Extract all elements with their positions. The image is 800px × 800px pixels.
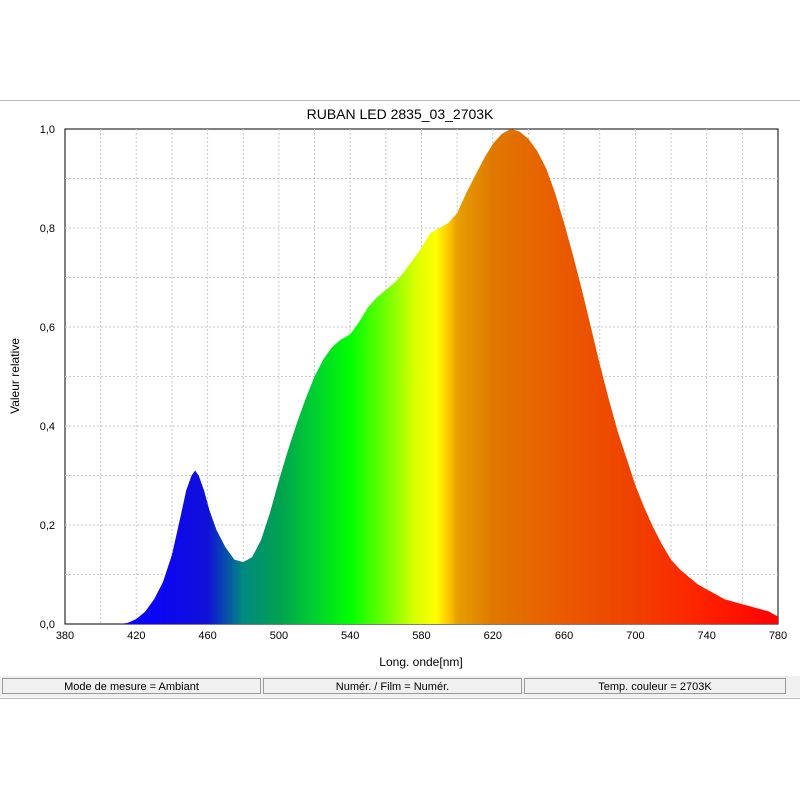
spectrum-area-path <box>65 129 778 624</box>
y-tick-label: 0,2 <box>40 520 55 532</box>
chart-title: RUBAN LED 2835_03_2703K <box>307 106 494 122</box>
status-film-mode: Numér. / Film = Numér. <box>263 678 522 694</box>
y-tick-label: 0,0 <box>40 619 55 631</box>
spectrum-area <box>65 129 778 624</box>
status-bar: Mode de mesure = Ambiant Numér. / Film =… <box>0 676 800 697</box>
x-tick-label: 740 <box>698 630 716 642</box>
status-measure-mode: Mode de mesure = Ambiant <box>2 678 261 694</box>
x-axis-label: Long. onde[nm] <box>379 655 462 669</box>
x-tick-label: 500 <box>270 630 288 642</box>
y-axis-ticks: 0,0 0,2 0,4 0,6 0,8 1,0 <box>40 124 55 631</box>
x-tick-label: 460 <box>198 630 216 642</box>
spectrum-chart: RUBAN LED 2835_03_2703K 380 420 460 500 540 5… <box>8 106 787 669</box>
x-tick-label: 620 <box>484 630 502 642</box>
x-tick-label: 780 <box>769 630 787 642</box>
status-color-temperature: Temp. couleur = 2703K <box>524 678 786 694</box>
y-tick-label: 0,8 <box>40 223 55 235</box>
x-tick-label: 580 <box>412 630 430 642</box>
x-axis-ticks: 380 420 460 500 540 580 620 660 700 740 780 <box>56 630 787 642</box>
y-tick-label: 1,0 <box>40 124 55 136</box>
x-tick-label: 700 <box>626 630 644 642</box>
x-tick-label: 380 <box>56 630 74 642</box>
x-tick-label: 420 <box>127 630 145 642</box>
y-axis-label: Valeur relative <box>8 338 22 414</box>
x-tick-label: 540 <box>341 630 359 642</box>
y-tick-label: 0,4 <box>40 421 55 433</box>
x-tick-label: 660 <box>555 630 573 642</box>
y-tick-label: 0,6 <box>40 322 55 334</box>
